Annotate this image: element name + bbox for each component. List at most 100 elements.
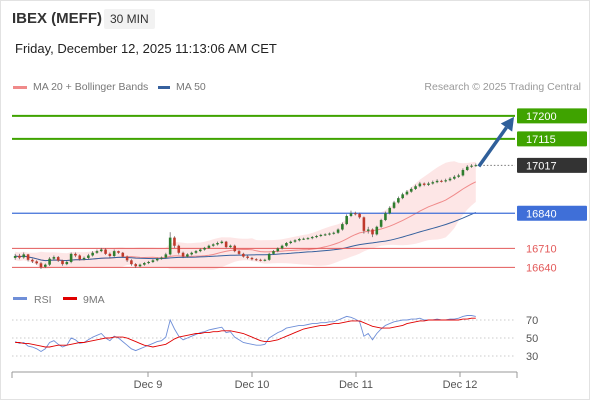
- candle-body: [168, 237, 172, 255]
- candle-body: [392, 202, 396, 208]
- candle-body: [362, 217, 366, 231]
- candle-body: [194, 251, 198, 253]
- candle-body: [349, 213, 353, 216]
- candle-body: [440, 180, 443, 182]
- candle-body: [431, 182, 435, 184]
- candle-body: [13, 256, 17, 258]
- candle-body: [31, 259, 34, 262]
- candle-body: [375, 226, 379, 235]
- candle-body: [319, 234, 323, 236]
- candle-body: [74, 253, 77, 256]
- candle-body: [143, 263, 146, 265]
- candle-body: [371, 229, 374, 235]
- candle-body: [35, 261, 38, 264]
- candle-body: [405, 191, 409, 195]
- candle-body: [332, 232, 336, 234]
- candle-body: [203, 247, 206, 250]
- candle-body: [418, 183, 422, 187]
- rsi-tick-50: 50: [526, 333, 538, 345]
- candle-body: [69, 253, 73, 262]
- candle-body: [39, 263, 43, 268]
- candle-body: [306, 238, 310, 240]
- candle-body: [108, 253, 112, 257]
- candle-body: [138, 264, 142, 267]
- legend-ma20: MA 20 + Bollinger Bands: [13, 81, 148, 93]
- candle-body: [461, 170, 465, 176]
- candle-body: [95, 251, 99, 253]
- candle-body: [117, 251, 120, 253]
- rsi-ma-legend-swatch: [63, 297, 77, 300]
- candle-body: [61, 260, 64, 265]
- candle-body: [448, 178, 452, 181]
- ma50-line: [15, 211, 477, 262]
- candle-body: [276, 248, 280, 252]
- level-label-16840: 16840: [526, 208, 557, 220]
- candle-body: [341, 224, 344, 230]
- candle-body: [56, 257, 60, 261]
- candle-body: [453, 176, 456, 179]
- candle-body: [267, 253, 271, 260]
- ma20-swatch: [13, 85, 27, 89]
- rsi-tick-30: 30: [526, 351, 538, 363]
- candle-body: [112, 251, 116, 257]
- candle-body: [125, 256, 129, 261]
- candle-body: [465, 166, 469, 171]
- rsi-legend-swatch: [13, 297, 27, 300]
- candle-body: [130, 260, 133, 265]
- candle-body: [18, 255, 21, 258]
- candle-body: [397, 198, 400, 203]
- last-price-label: 17017: [526, 160, 557, 172]
- candle-body: [470, 165, 473, 167]
- candle-body: [293, 240, 297, 242]
- candle-body: [474, 165, 478, 167]
- candle-body: [280, 245, 284, 249]
- candle-body: [87, 255, 90, 258]
- candle-body: [302, 238, 305, 240]
- candle-body: [78, 255, 82, 260]
- bollinger-band: [15, 161, 476, 270]
- candle-body: [444, 180, 447, 182]
- candle-body: [99, 249, 103, 252]
- candle-body: [254, 259, 258, 261]
- x-tick-label: Dec 11: [339, 379, 373, 391]
- rsi-line: [15, 315, 476, 353]
- candle-body: [173, 237, 176, 246]
- candle-body: [177, 245, 181, 253]
- candle-body: [379, 220, 383, 227]
- candle-body: [147, 261, 150, 264]
- candle-body: [298, 238, 301, 241]
- level-label-16710: 16710: [526, 243, 557, 255]
- candle-body: [384, 213, 387, 221]
- candle-body: [121, 252, 125, 257]
- candle-body: [52, 257, 56, 259]
- candle-body: [48, 258, 51, 265]
- candle-body: [224, 241, 228, 248]
- legend-ma50: MA 50: [158, 81, 206, 93]
- candle-body: [263, 259, 267, 261]
- candle-body: [134, 264, 137, 267]
- candle-body: [345, 215, 348, 225]
- rsi-tick-70: 70: [526, 315, 538, 327]
- candle-body: [186, 254, 189, 257]
- candle-body: [155, 258, 159, 261]
- candle-body: [422, 183, 426, 185]
- level-tag-17200: [517, 108, 587, 124]
- candle-body: [409, 188, 413, 192]
- candle-body: [336, 229, 340, 233]
- candle-body: [207, 245, 211, 248]
- candle-body: [427, 183, 430, 185]
- candle-body: [211, 244, 215, 246]
- candle-body: [401, 194, 404, 199]
- last-price-tag: [517, 157, 587, 173]
- candle-body: [216, 243, 219, 245]
- timeframe-badge[interactable]: 30 MIN: [104, 9, 155, 29]
- candle-body: [259, 259, 262, 261]
- instrument-title: IBEX (MEFF): [12, 10, 102, 27]
- rsi-legend-label: RSI: [34, 294, 52, 306]
- candle-body: [358, 213, 361, 218]
- level-tag-16840: [517, 205, 587, 221]
- candle-body: [310, 237, 314, 239]
- candle-body: [272, 251, 275, 254]
